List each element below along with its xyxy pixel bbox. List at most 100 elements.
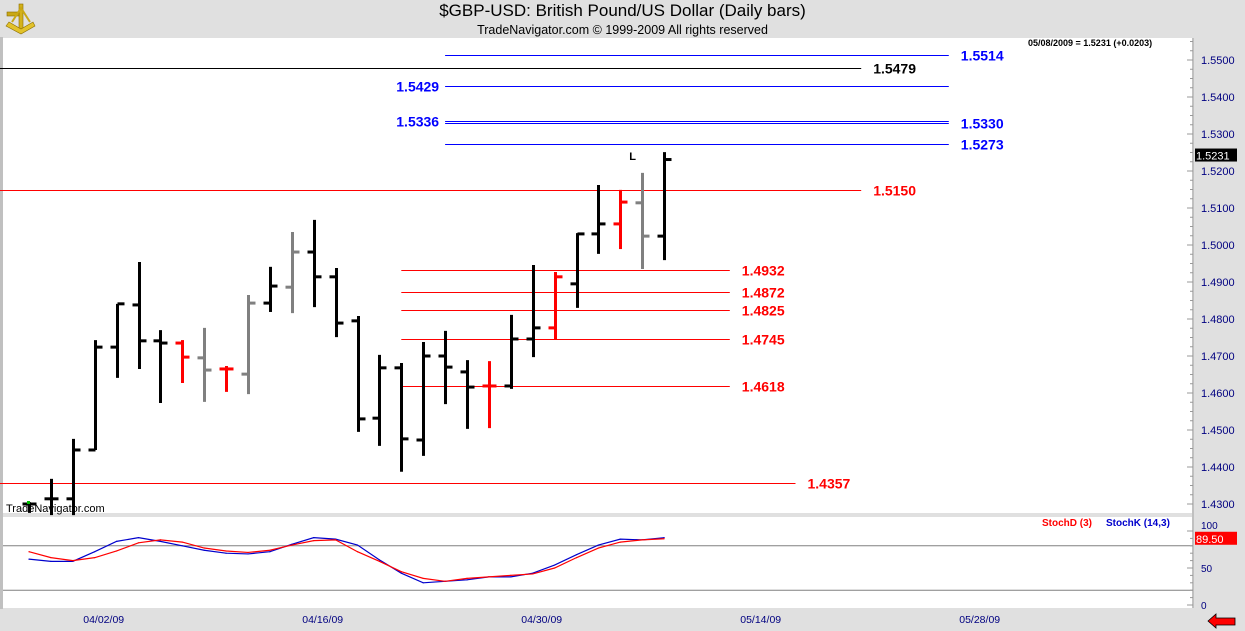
x-date-label: 04/02/09 (83, 614, 124, 626)
level-label: 1.4618 (742, 379, 785, 395)
stoch-point (28, 551, 30, 553)
x-date-label: 04/16/09 (302, 614, 343, 626)
start-marker (27, 501, 30, 504)
y-tick-label: 1.5100 (1201, 203, 1235, 215)
stoch-y-tick-label: 100 (1201, 521, 1218, 532)
ohlc-bar (570, 232, 585, 308)
ohlc-bar (526, 264, 541, 358)
ohlc-bar (263, 266, 278, 312)
level-label: 1.5479 (873, 61, 916, 77)
stoch-point (159, 539, 161, 541)
stoch-point (50, 557, 52, 559)
y-tick-label: 1.4400 (1201, 462, 1235, 474)
last-price-label: 1.5231 (1196, 151, 1230, 163)
y-tick-label: 1.4500 (1201, 425, 1235, 437)
ohlc-bar (44, 478, 59, 516)
legend-stochk: StochK (14,3) (1106, 518, 1170, 529)
stoch-point (335, 539, 337, 541)
stoch-point (247, 551, 249, 554)
stoch-point (619, 541, 621, 543)
stoch-point (269, 549, 271, 551)
ohlc-bar (132, 262, 147, 369)
stoch-last-value-label: 89.50 (1196, 534, 1224, 546)
stoch-point (356, 551, 359, 553)
stoch-point (400, 571, 402, 573)
last-price-info: 05/08/2009 = 1.5231 (+0.0203) (1028, 38, 1152, 48)
ohlc-bar (307, 219, 322, 308)
stoch-point (422, 577, 424, 579)
ohlc-bar (241, 294, 256, 395)
level-label: 1.5514 (961, 48, 1004, 64)
stoch-point (422, 582, 424, 584)
stoch-point (203, 549, 205, 551)
last-price-box (1195, 148, 1237, 162)
stoch-point (356, 544, 359, 546)
ohlc-bar (504, 314, 519, 389)
ohlc-bar (460, 360, 475, 429)
y-tick-label: 1.4600 (1201, 388, 1235, 400)
stoch-point (663, 537, 665, 539)
ohlc-bar (219, 365, 234, 392)
stoch-point (28, 558, 30, 560)
ohlc-bar (438, 330, 453, 405)
stoch-d-line (28, 538, 665, 582)
level-label: 1.4825 (742, 303, 785, 319)
stoch-point (597, 544, 600, 546)
x-date-label: 05/28/09 (959, 614, 1000, 626)
y-tick-label: 1.4300 (1201, 499, 1235, 511)
stoch-y-tick-label: 50 (1201, 564, 1213, 575)
stoch-point (291, 544, 293, 546)
y-tick-label: 1.5300 (1201, 129, 1235, 141)
chart-title: $GBP-USD: British Pound/US Dollar (Daily… (439, 1, 806, 20)
ohlc-bar (175, 340, 190, 384)
stoch-point (269, 551, 271, 553)
ohlc-bar (197, 327, 212, 402)
y-tick-label: 1.5500 (1201, 55, 1235, 67)
stoch-point (116, 540, 118, 542)
x-date-label: 05/14/09 (740, 614, 781, 626)
ohlc-bar (394, 363, 409, 472)
stoch-point (575, 554, 578, 556)
ohlc-bar (657, 152, 672, 261)
stoch-point (554, 567, 556, 569)
ohlc-bar (591, 185, 606, 254)
sextant-logo-icon[interactable] (3, 2, 37, 41)
stoch-k-line (28, 537, 665, 584)
stoch-point (466, 579, 468, 581)
stoch-point (554, 564, 556, 566)
ohlc-bar (110, 302, 125, 378)
level-label: 1.5150 (873, 183, 916, 199)
stoch-panel (3, 517, 1193, 608)
stoch-point (313, 540, 315, 542)
left-border (0, 37, 3, 609)
stoch-point (313, 537, 315, 539)
stoch-point (94, 557, 96, 559)
stoch-point (510, 574, 512, 577)
stoch-point (378, 559, 380, 561)
watermark-text: TradeNavigator.com (6, 503, 105, 515)
red-left-arrow-icon[interactable] (1207, 613, 1236, 629)
level-label: 1.5273 (961, 137, 1004, 153)
stoch-point (532, 573, 534, 575)
stoch-y-tick-label: 0 (1201, 601, 1207, 612)
ohlc-bar (482, 361, 497, 429)
stoch-point (137, 542, 140, 544)
level-label: 1.4357 (808, 476, 851, 492)
ohlc-bar (613, 189, 628, 250)
stoch-point (94, 551, 96, 553)
stoch-point (225, 550, 227, 552)
bar-marker-text: L (629, 151, 636, 163)
stoch-point (50, 560, 52, 562)
y-tick-label: 1.5000 (1201, 240, 1235, 252)
stoch-point (575, 557, 578, 559)
stoch-point (159, 540, 161, 542)
stoch-point (378, 560, 380, 562)
ohlc-bar (153, 330, 168, 403)
ohlc-bar (372, 354, 387, 446)
stoch-point (510, 576, 512, 578)
y-tick-label: 1.4900 (1201, 277, 1235, 289)
level-label: 1.5429 (396, 79, 439, 95)
ohlc-bar (285, 232, 300, 314)
stoch-point (116, 550, 118, 552)
